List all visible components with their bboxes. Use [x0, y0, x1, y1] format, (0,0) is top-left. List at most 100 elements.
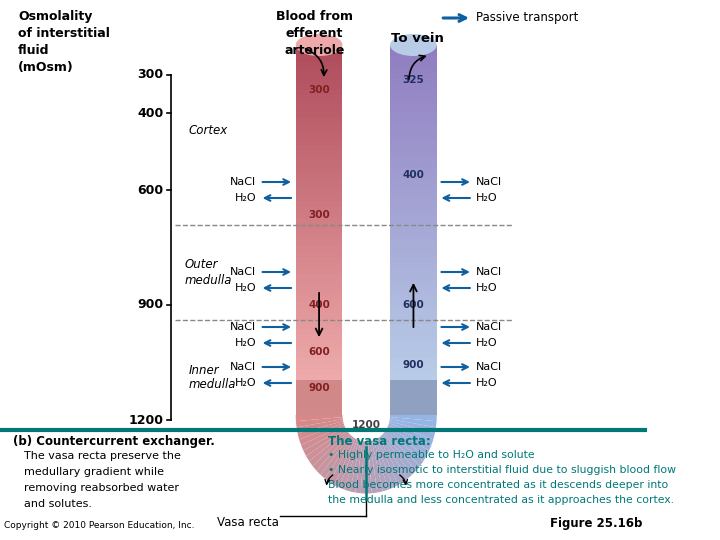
Ellipse shape: [390, 34, 437, 56]
Polygon shape: [390, 415, 437, 421]
Bar: [296, 145, 343, 151]
Text: removing reabsorbed water: removing reabsorbed water: [24, 483, 179, 493]
Bar: [390, 302, 437, 307]
Polygon shape: [388, 423, 433, 445]
Bar: [296, 118, 343, 123]
Text: • Highly permeable to H₂O and solute: • Highly permeable to H₂O and solute: [328, 450, 535, 460]
Bar: [296, 56, 343, 62]
Text: H₂O: H₂O: [477, 193, 498, 203]
Bar: [390, 73, 437, 78]
Bar: [390, 62, 437, 68]
Bar: [390, 369, 437, 374]
Text: NaCl: NaCl: [477, 267, 503, 277]
Bar: [390, 230, 437, 235]
Bar: [390, 268, 437, 274]
Polygon shape: [325, 436, 354, 482]
Polygon shape: [385, 429, 426, 461]
Polygon shape: [339, 440, 359, 490]
Polygon shape: [309, 430, 348, 466]
Bar: [296, 106, 343, 112]
Text: Blood from
efferent
arteriole: Blood from efferent arteriole: [276, 10, 353, 57]
Bar: [296, 62, 343, 68]
Bar: [390, 195, 437, 201]
Text: 1200: 1200: [352, 420, 381, 430]
Text: H₂O: H₂O: [477, 283, 498, 293]
Bar: [296, 68, 343, 73]
Bar: [296, 230, 343, 235]
Bar: [296, 168, 343, 173]
Polygon shape: [355, 441, 364, 493]
Text: 1200: 1200: [129, 414, 163, 427]
Bar: [390, 352, 437, 357]
Text: Outer
medulla: Outer medulla: [184, 259, 232, 287]
Bar: [390, 307, 437, 313]
Text: 900: 900: [138, 299, 163, 312]
Bar: [390, 374, 437, 380]
Text: NaCl: NaCl: [230, 177, 256, 187]
Polygon shape: [368, 441, 377, 493]
Bar: [296, 296, 343, 302]
Bar: [390, 118, 437, 123]
Text: 325: 325: [402, 75, 424, 85]
Bar: [390, 285, 437, 291]
Polygon shape: [387, 425, 431, 451]
Bar: [390, 347, 437, 352]
Text: NaCl: NaCl: [230, 267, 256, 277]
Bar: [296, 123, 343, 129]
Polygon shape: [312, 432, 349, 470]
Text: 400: 400: [138, 107, 163, 120]
Polygon shape: [297, 419, 343, 433]
Text: the medulla and less concentrated as it approaches the cortex.: the medulla and less concentrated as it …: [328, 495, 674, 505]
Bar: [390, 151, 437, 157]
Bar: [390, 335, 437, 341]
Bar: [296, 291, 343, 296]
Polygon shape: [301, 425, 345, 451]
Bar: [296, 307, 343, 313]
Bar: [390, 45, 437, 51]
Bar: [296, 240, 343, 246]
Bar: [296, 129, 343, 134]
Text: (b) Countercurrent exchanger.: (b) Countercurrent exchanger.: [14, 435, 215, 448]
Bar: [390, 168, 437, 173]
Bar: [390, 95, 437, 101]
Text: 600: 600: [138, 184, 163, 197]
Bar: [390, 68, 437, 73]
Bar: [296, 73, 343, 78]
Polygon shape: [389, 421, 435, 439]
Polygon shape: [390, 419, 436, 433]
Text: 900: 900: [402, 360, 424, 370]
Text: 300: 300: [138, 69, 163, 82]
Text: and solutes.: and solutes.: [24, 499, 92, 509]
Bar: [296, 246, 343, 252]
Polygon shape: [299, 423, 344, 445]
Bar: [296, 330, 343, 335]
Bar: [390, 201, 437, 207]
Bar: [390, 263, 437, 268]
Polygon shape: [383, 432, 420, 470]
Text: 900: 900: [308, 383, 330, 393]
Bar: [296, 201, 343, 207]
Polygon shape: [306, 429, 347, 461]
Bar: [390, 218, 437, 224]
Polygon shape: [384, 430, 423, 466]
Text: H₂O: H₂O: [235, 193, 256, 203]
Bar: [296, 134, 343, 140]
Bar: [296, 313, 343, 319]
Text: 600: 600: [402, 300, 424, 310]
Text: NaCl: NaCl: [230, 322, 256, 332]
Text: NaCl: NaCl: [477, 362, 503, 372]
Text: 400: 400: [402, 170, 424, 180]
Bar: [296, 357, 343, 363]
Bar: [390, 330, 437, 335]
Text: Cortex: Cortex: [189, 124, 228, 137]
Bar: [296, 190, 343, 195]
Bar: [296, 140, 343, 145]
Polygon shape: [375, 438, 398, 488]
Text: • Nearly isosmotic to interstitial fluid due to sluggish blood flow: • Nearly isosmotic to interstitial fluid…: [328, 465, 676, 475]
Bar: [390, 213, 437, 218]
Bar: [296, 352, 343, 357]
Text: H₂O: H₂O: [477, 338, 498, 348]
Polygon shape: [297, 421, 343, 439]
Bar: [390, 341, 437, 347]
Polygon shape: [361, 441, 366, 494]
